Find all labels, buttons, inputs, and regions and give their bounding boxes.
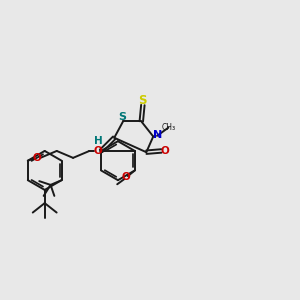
Text: O: O (32, 152, 41, 163)
Text: O: O (122, 172, 130, 182)
Text: N: N (153, 130, 162, 140)
Text: CH₃: CH₃ (162, 123, 176, 132)
Text: O: O (93, 146, 102, 156)
Text: S: S (139, 94, 147, 107)
Text: O: O (160, 146, 169, 156)
Text: S: S (118, 112, 126, 122)
Text: H: H (94, 136, 103, 146)
